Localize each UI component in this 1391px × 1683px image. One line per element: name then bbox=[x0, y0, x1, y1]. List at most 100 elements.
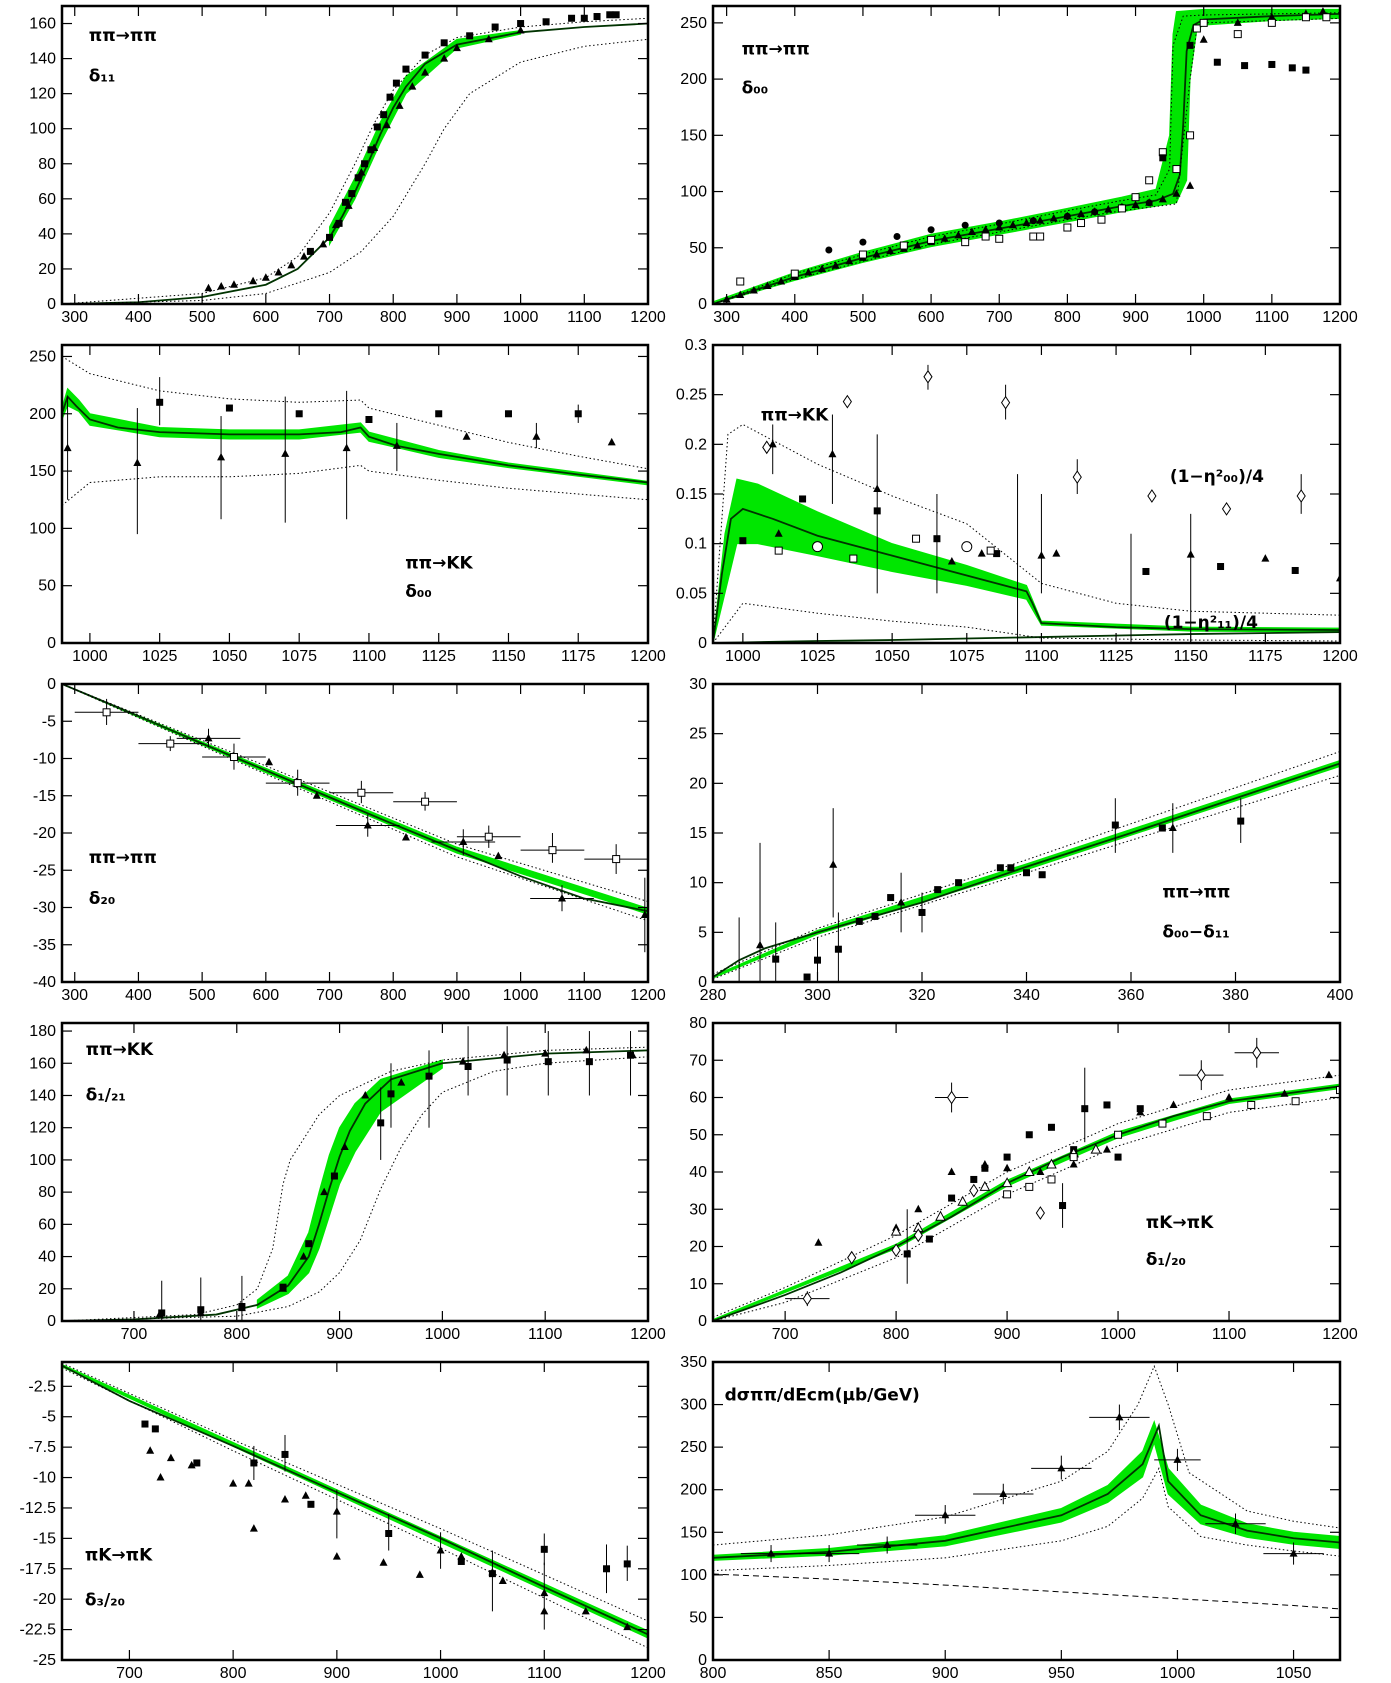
data-point-triangle bbox=[1063, 211, 1072, 220]
data-point-square bbox=[341, 198, 349, 206]
data-point-triangle bbox=[623, 1622, 632, 1631]
data-point-triangle bbox=[1324, 1070, 1333, 1079]
data-point-open-circle bbox=[812, 541, 823, 553]
data-point-triangle bbox=[749, 286, 758, 294]
data-point-open-square bbox=[849, 554, 858, 563]
x-tick-label: 900 bbox=[323, 1665, 350, 1682]
data-point-open-square bbox=[1114, 1130, 1123, 1139]
data-point-open-square bbox=[1003, 1190, 1012, 1199]
data-point-triangle bbox=[1145, 198, 1154, 206]
data-point-triangle bbox=[1261, 554, 1270, 562]
data-point-triangle bbox=[397, 1078, 406, 1086]
data-point-triangle bbox=[828, 449, 837, 458]
x-tick-label: 300 bbox=[61, 987, 88, 1004]
data-point-triangle bbox=[768, 439, 777, 448]
data-point-square bbox=[606, 11, 614, 19]
data-point-square bbox=[373, 123, 381, 131]
data-point-open-square bbox=[927, 235, 936, 244]
data-point-triangle bbox=[628, 1050, 637, 1059]
data-point-open-diamond bbox=[891, 1243, 901, 1258]
x-tick-label: 1025 bbox=[800, 648, 836, 665]
data-point-open-square bbox=[1069, 1153, 1078, 1162]
data-point-triangle bbox=[940, 234, 949, 242]
y-tick-label: 120 bbox=[29, 1120, 56, 1137]
data-point-open-triangle bbox=[1023, 1165, 1035, 1176]
data-point-open-square bbox=[1077, 219, 1086, 228]
y-tick-label: 150 bbox=[680, 1524, 707, 1541]
data-point-square bbox=[466, 32, 474, 40]
chart-panel-5: -40 -35 -30 -25 -20 -15 -10 -5 0 300 400 500 600 700 8… bbox=[33, 676, 666, 1004]
annotation: ππ→KK bbox=[86, 1040, 154, 1060]
plot-area bbox=[713, 7, 1340, 304]
data-point-square bbox=[1291, 566, 1299, 574]
data-point-triangle bbox=[777, 277, 786, 285]
y-tick-label: -10 bbox=[33, 751, 56, 768]
y-tick-label: 140 bbox=[29, 1087, 56, 1104]
data-point-triangle bbox=[883, 1540, 892, 1549]
curve-upper-bound bbox=[62, 1362, 648, 1622]
uncertainty-band bbox=[256, 1059, 443, 1309]
data-point-open-square bbox=[961, 238, 970, 247]
chart-panel-1: 0 20 40 60 80 100 120 140 160 300 400 500 600 700 800 9… bbox=[29, 4, 666, 326]
y-tick-label: 80 bbox=[38, 1184, 56, 1201]
data-point-triangle bbox=[1090, 207, 1099, 215]
data-point-triangle bbox=[229, 280, 238, 288]
y-tick-label: 40 bbox=[38, 226, 56, 243]
data-point-square bbox=[1268, 60, 1276, 68]
curve-central bbox=[713, 1085, 1340, 1321]
data-point-open-square bbox=[1172, 165, 1181, 174]
x-tick-label: 900 bbox=[444, 987, 471, 1004]
data-point-triangle bbox=[458, 1057, 467, 1065]
y-tick-label: 15 bbox=[689, 825, 707, 842]
data-point-open-circle bbox=[961, 541, 973, 553]
x-tick-label: 1200 bbox=[630, 648, 666, 665]
data-point-open-square bbox=[995, 234, 1004, 243]
data-point-triangle bbox=[204, 733, 213, 742]
curve-central bbox=[62, 684, 648, 913]
x-tick-label: 1150 bbox=[491, 648, 526, 665]
plot-area bbox=[713, 751, 1340, 982]
data-point-square bbox=[1059, 1202, 1067, 1210]
y-tick-label: 250 bbox=[680, 15, 707, 32]
data-point-square bbox=[871, 912, 879, 920]
y-tick-label: -40 bbox=[33, 974, 56, 991]
annotation: δ₀₀ bbox=[742, 79, 769, 99]
data-point-square bbox=[387, 1090, 395, 1098]
data-point-triangle bbox=[1052, 549, 1061, 557]
data-point-open-square bbox=[1158, 1119, 1167, 1128]
x-tick-label: 1050 bbox=[212, 648, 248, 665]
data-point-square bbox=[151, 1425, 159, 1433]
x-tick-label: 1200 bbox=[630, 1326, 666, 1343]
data-point-square bbox=[504, 410, 512, 418]
data-point-open-diamond bbox=[762, 440, 772, 455]
data-point-triangle bbox=[488, 1567, 497, 1576]
data-point-square bbox=[934, 886, 942, 894]
data-point-square bbox=[330, 1172, 338, 1180]
chart-panel-8: 0 10 20 30 40 50 60 70 80 700 800 900 1000 1100 1200 πK… bbox=[689, 1015, 1358, 1343]
data-point-square bbox=[1186, 41, 1194, 49]
x-tick-label: 600 bbox=[252, 309, 279, 326]
data-point-square bbox=[623, 1560, 631, 1568]
y-tick-label: 250 bbox=[29, 348, 56, 365]
data-point-open-triangle bbox=[1001, 1177, 1013, 1188]
data-point-triangle bbox=[332, 1552, 341, 1560]
data-point-triangle bbox=[300, 252, 309, 260]
y-tick-label: 0 bbox=[698, 1652, 707, 1669]
x-tick-label: 1050 bbox=[1276, 1665, 1312, 1682]
data-point-triangle bbox=[1233, 18, 1242, 26]
x-tick-label: 340 bbox=[1013, 987, 1040, 1004]
data-point-triangle bbox=[1172, 189, 1181, 197]
data-point-triangle bbox=[494, 851, 503, 860]
data-point-square bbox=[799, 495, 807, 503]
data-point-triangle bbox=[1036, 216, 1045, 224]
data-point-square bbox=[1111, 821, 1119, 829]
data-point-triangle bbox=[516, 26, 525, 34]
data-point-square bbox=[981, 1164, 989, 1172]
y-tick-label: 200 bbox=[680, 1482, 707, 1499]
data-point-triangle bbox=[1168, 823, 1177, 832]
data-point-open-square bbox=[229, 753, 238, 762]
data-point-triangle bbox=[156, 1473, 165, 1481]
plot-frame bbox=[60, 1021, 650, 1323]
data-point-triangle bbox=[1289, 1549, 1298, 1557]
data-point-triangle bbox=[261, 273, 270, 281]
